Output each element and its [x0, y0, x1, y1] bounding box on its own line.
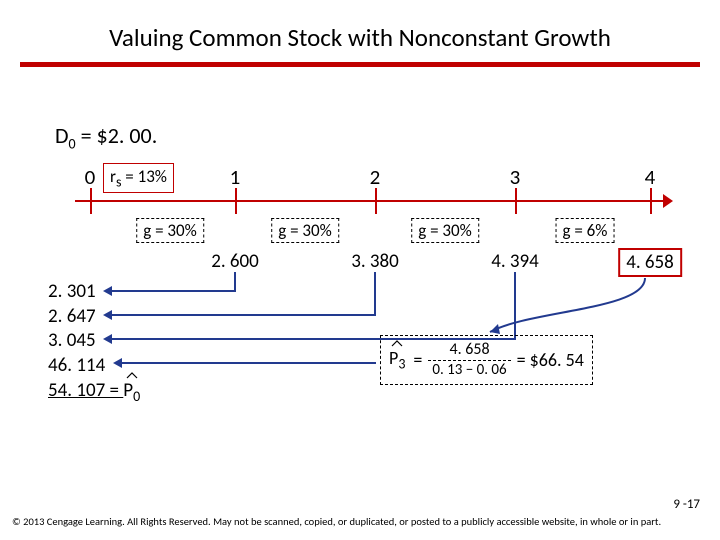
p3-eq1: =	[413, 349, 422, 371]
p3-num: 4. 658	[428, 342, 510, 361]
pv-column: 2. 301 2. 647 3. 045 46. 114 54. 107 = P…	[48, 280, 140, 406]
pv-total-num: 54. 107 =	[48, 379, 123, 402]
rs-suf: = 13%	[121, 166, 167, 187]
period-4: 4	[645, 164, 656, 190]
tick-1	[235, 188, 237, 214]
growth-box-1: g = 30%	[136, 218, 204, 243]
arrow-head-1	[103, 286, 112, 296]
p3-sub: 3	[398, 356, 405, 373]
arrow-v-1	[234, 272, 236, 292]
p3-rhs: = $66. 54	[517, 349, 584, 371]
arrow-head-4	[113, 358, 122, 368]
timeline-arrowhead	[663, 194, 673, 208]
pv-row-2: 2. 647	[48, 305, 140, 330]
slide-title: Valuing Common Stock with Nonconstant Gr…	[0, 22, 720, 53]
hat-icon	[390, 339, 404, 347]
tick-3	[515, 188, 517, 214]
timeline: 0 1 2 3 4 rs = 13% g = 30% g = 30% g = 3…	[75, 160, 670, 240]
d0-suf: = $2. 00.	[76, 122, 158, 149]
p3-var: P	[389, 347, 398, 369]
d0-label: D0 = $2. 00.	[55, 122, 157, 152]
p0-var: P	[123, 379, 133, 402]
hat-icon	[125, 371, 139, 379]
arrow-head-2	[103, 310, 112, 320]
terminal-to-formula-arrow	[440, 270, 670, 340]
p3-formula: P3 = 4. 658 0. 13 − 0. 06 = $66. 54	[380, 335, 593, 385]
slide-number: 9 -17	[673, 497, 700, 512]
period-1: 1	[230, 164, 241, 190]
pv-total: 54. 107 = P0	[48, 379, 140, 406]
cashflow-2: 3. 380	[351, 250, 399, 273]
arrow-h-1	[112, 290, 236, 292]
cashflow-1: 2. 600	[211, 250, 259, 273]
rs-box: rs = 13%	[103, 163, 174, 193]
p3-fraction: 4. 658 0. 13 − 0. 06	[428, 342, 510, 378]
p0-sub: 0	[133, 388, 140, 405]
arrow-h-2	[112, 314, 376, 316]
arrow-head-3	[103, 334, 112, 344]
p0-hat: P0	[123, 379, 140, 406]
tick-4	[650, 188, 652, 214]
growth-box-4: g = 6%	[556, 218, 615, 243]
tick-0	[90, 188, 92, 214]
growth-box-2: g = 30%	[271, 218, 339, 243]
tick-2	[375, 188, 377, 214]
copyright: © 2013 Cengage Learning. All Rights Rese…	[12, 515, 712, 528]
period-0: 0	[85, 164, 96, 190]
arrow-v-3	[514, 272, 516, 340]
period-2: 2	[370, 164, 381, 190]
arrow-v-2	[374, 272, 376, 316]
pv-row-1: 2. 301	[48, 280, 140, 305]
p3-hat: P3	[389, 347, 405, 373]
p3-den: 0. 13 − 0. 06	[428, 361, 510, 378]
cashflow-3: 4. 394	[491, 250, 539, 273]
timeline-axis	[75, 200, 665, 202]
growth-box-3: g = 30%	[411, 218, 479, 243]
pv-row-3: 3. 045	[48, 329, 140, 354]
d0-pref: D	[55, 122, 69, 149]
title-rule	[20, 62, 700, 67]
period-3: 3	[510, 164, 521, 190]
cashflow-4-terminal: 4. 658	[618, 248, 682, 277]
arrow-h-4	[122, 362, 376, 364]
d0-sub: 0	[69, 135, 76, 152]
